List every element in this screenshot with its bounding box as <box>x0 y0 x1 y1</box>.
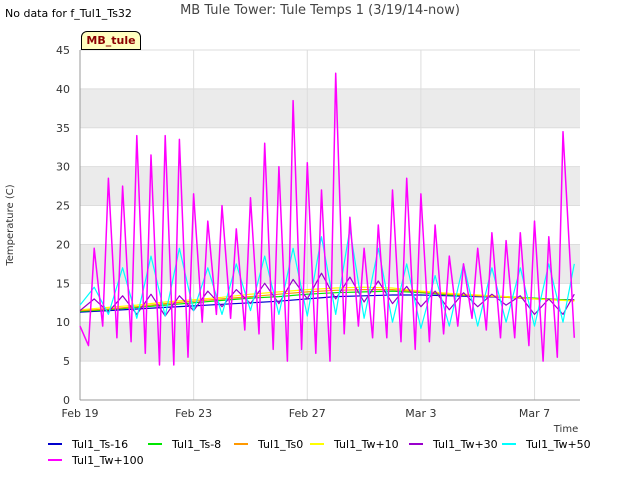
no-data-note: No data for f_Tul1_Ts32 <box>5 7 132 20</box>
legend-label: Tul1_Tw+30 <box>433 437 498 451</box>
y-tick-label: 0 <box>63 394 70 407</box>
x-tick-label: Mar 7 <box>519 407 550 420</box>
legend-swatch <box>234 443 248 445</box>
x-tick-label: Feb 19 <box>62 407 99 420</box>
x-axis-label: Time <box>553 424 578 435</box>
background-band <box>80 166 580 206</box>
series-line <box>79 72 576 366</box>
y-tick-label: 15 <box>56 277 70 290</box>
series-line <box>79 286 575 311</box>
station-tag: MB_tule <box>81 31 141 50</box>
legend-label: Tul1_Ts-8 <box>172 437 222 451</box>
legend-label: Tul1_Tw+50 <box>526 437 591 451</box>
y-tick-label: 40 <box>56 83 70 96</box>
legend-swatch <box>310 443 324 445</box>
legend-label: Tul1_Ts0 <box>258 437 304 451</box>
legend-item: Tul1_Ts-8 <box>148 436 221 452</box>
y-axis-label: Temperature (C) <box>5 184 16 266</box>
series-line <box>79 228 575 329</box>
legend-item: Tul1_Tw+100 <box>48 452 144 468</box>
background-band <box>80 88 580 128</box>
legend-item: Tul1_Tw+30 <box>409 436 498 452</box>
background-band <box>80 244 580 284</box>
legend-item: Tul1_Tw+50 <box>502 436 591 452</box>
legend-label: Tul1_Tw+100 <box>72 453 144 467</box>
legend-swatch <box>409 443 423 445</box>
legend-swatch <box>148 443 162 445</box>
y-tick-label: 35 <box>56 122 70 135</box>
x-tick-label: Mar 3 <box>405 407 436 420</box>
legend-label: Tul1_Ts-16 <box>72 437 129 451</box>
y-tick-label: 45 <box>56 44 70 57</box>
legend-item: Tul1_Tw+10 <box>310 436 399 452</box>
y-tick-label: 25 <box>56 200 70 213</box>
legend-swatch <box>502 443 516 445</box>
series-layer <box>79 72 576 366</box>
legend-item: Tul1_Ts-16 <box>48 436 128 452</box>
y-tick-label: 10 <box>56 316 70 329</box>
chart-title: MB Tule Tower: Tule Temps 1 (3/19/14-now… <box>180 3 460 18</box>
x-tick-label: Feb 23 <box>175 407 212 420</box>
series-line <box>79 272 575 317</box>
background-bands <box>80 50 580 400</box>
series-line <box>79 289 575 312</box>
y-tick-label: 5 <box>63 355 70 368</box>
legend-item: Tul1_Ts0 <box>234 436 303 452</box>
y-tick-label: 20 <box>56 238 70 251</box>
y-tick-label: 30 <box>56 161 70 174</box>
x-tick-label: Feb 27 <box>289 407 326 420</box>
legend-label: Tul1_Tw+10 <box>334 437 399 451</box>
legend-swatch <box>48 459 62 461</box>
legend-swatch <box>48 443 62 445</box>
axis-ticks: 0 5 10 15 20 25 30 35 40 45 Feb 19 Feb 23 Feb 27 Mar … <box>56 44 550 420</box>
